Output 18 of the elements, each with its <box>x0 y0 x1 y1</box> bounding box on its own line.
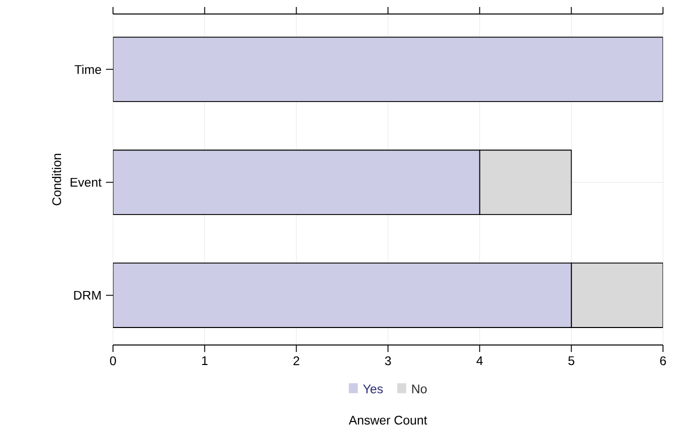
legend-label: Yes <box>363 384 383 394</box>
y-tick-label: DRM <box>74 291 101 300</box>
bar <box>479 150 572 215</box>
bar <box>113 36 663 102</box>
x-tick-label: 4 <box>476 356 483 365</box>
y-tick-label: Event <box>70 178 102 187</box>
legend-label: No <box>412 384 427 394</box>
x-tick-label: 5 <box>568 356 574 366</box>
x-tick-label: 2 <box>293 356 300 366</box>
x-axis-title: Answer Count <box>348 416 428 425</box>
y-axis-title: Condition <box>52 154 62 206</box>
y-tick-label: Time <box>74 64 102 74</box>
bar <box>113 150 480 215</box>
bar <box>113 262 572 328</box>
x-tick-label: 3 <box>384 356 391 366</box>
x-tick-label: 6 <box>660 356 666 366</box>
x-tick-label: 1 <box>202 356 208 365</box>
x-tick-label: 0 <box>110 356 116 366</box>
